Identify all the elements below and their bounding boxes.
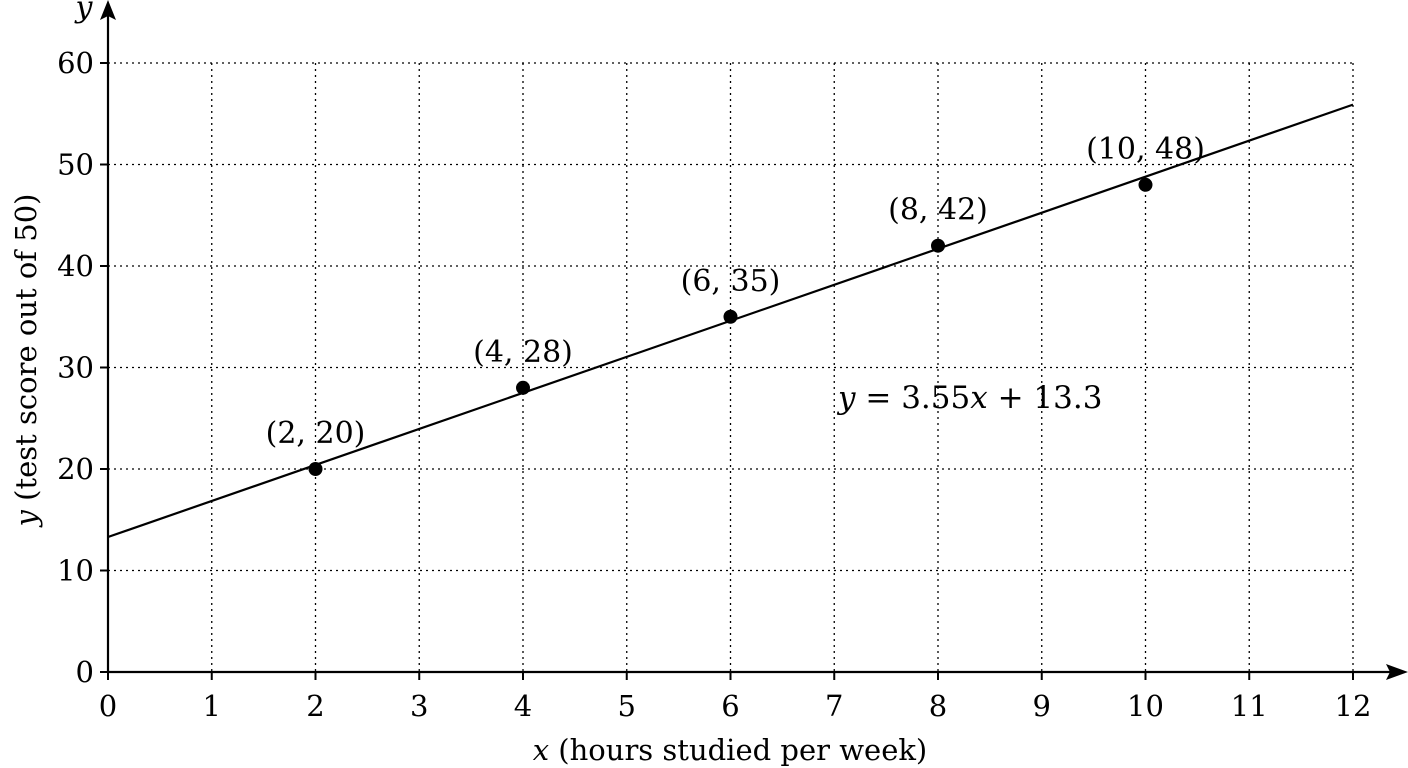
y-tick-label-40: 40 xyxy=(57,249,94,283)
y-axis-title: y (test score out of 50) xyxy=(9,194,43,529)
x-tick-label-2: 2 xyxy=(306,689,324,723)
x-tick-label-5: 5 xyxy=(618,689,636,723)
y-tick-label-20: 20 xyxy=(57,452,94,486)
point-label-4: (4, 28) xyxy=(473,335,573,370)
x-tick-label-3: 3 xyxy=(410,689,428,723)
y-tick-label-30: 30 xyxy=(57,351,94,385)
x-tick-label-7: 7 xyxy=(825,689,843,723)
y-axis-title-var: y xyxy=(9,509,43,528)
data-point-10 xyxy=(1138,177,1153,192)
x-tick-label-6: 6 xyxy=(721,689,739,723)
data-points xyxy=(308,177,1153,476)
y-axis-arrow xyxy=(100,0,116,20)
x-tick-label-4: 4 xyxy=(514,689,532,723)
x-axis-arrow xyxy=(1386,664,1408,680)
y-tick-label-60: 60 xyxy=(57,46,94,80)
y-axis-letter: y xyxy=(74,0,94,25)
x-axis-title-var: x xyxy=(533,733,549,767)
data-point-2 xyxy=(308,462,323,476)
y-tick-label-50: 50 xyxy=(57,148,94,182)
axes xyxy=(100,0,1408,680)
x-tick-label-0: 0 xyxy=(99,689,117,723)
equation-end: + 13.3 xyxy=(988,380,1103,416)
data-point-6 xyxy=(723,309,738,324)
y-axis-title-text: (test score out of 50) xyxy=(9,194,43,511)
data-point-4 xyxy=(516,380,530,395)
x-tick-label-12: 12 xyxy=(1335,689,1372,723)
x-tick-label-1: 1 xyxy=(203,689,221,723)
x-tick-label-10: 10 xyxy=(1127,689,1164,723)
point-label-8: (8, 42) xyxy=(888,193,988,228)
y-tick-label-0: 0 xyxy=(76,655,94,689)
x-tick-label-8: 8 xyxy=(929,689,947,723)
x-axis-title: x (hours studied per week) xyxy=(533,733,928,767)
equation-x-var: x xyxy=(970,380,988,416)
x-axis-title-text: (hours studied per week) xyxy=(549,733,927,767)
equation-y-var: y xyxy=(836,380,856,416)
equation-middle: = 3.55 xyxy=(856,380,971,416)
trend-line-equation: y = 3.55x + 13.3 xyxy=(836,380,1102,416)
point-label-6: (6, 35) xyxy=(681,264,781,299)
y-tick-label-10: 10 xyxy=(57,554,94,588)
point-labels: (2, 20) (4, 28) (6, 35) (8, 42) (10, 48) xyxy=(266,132,1205,451)
data-point-8 xyxy=(931,238,945,253)
point-label-2: (2, 20) xyxy=(266,416,366,451)
x-tick-label-11: 11 xyxy=(1231,689,1268,723)
point-label-10: (10, 48) xyxy=(1086,132,1205,167)
x-tick-label-9: 9 xyxy=(1033,689,1051,723)
